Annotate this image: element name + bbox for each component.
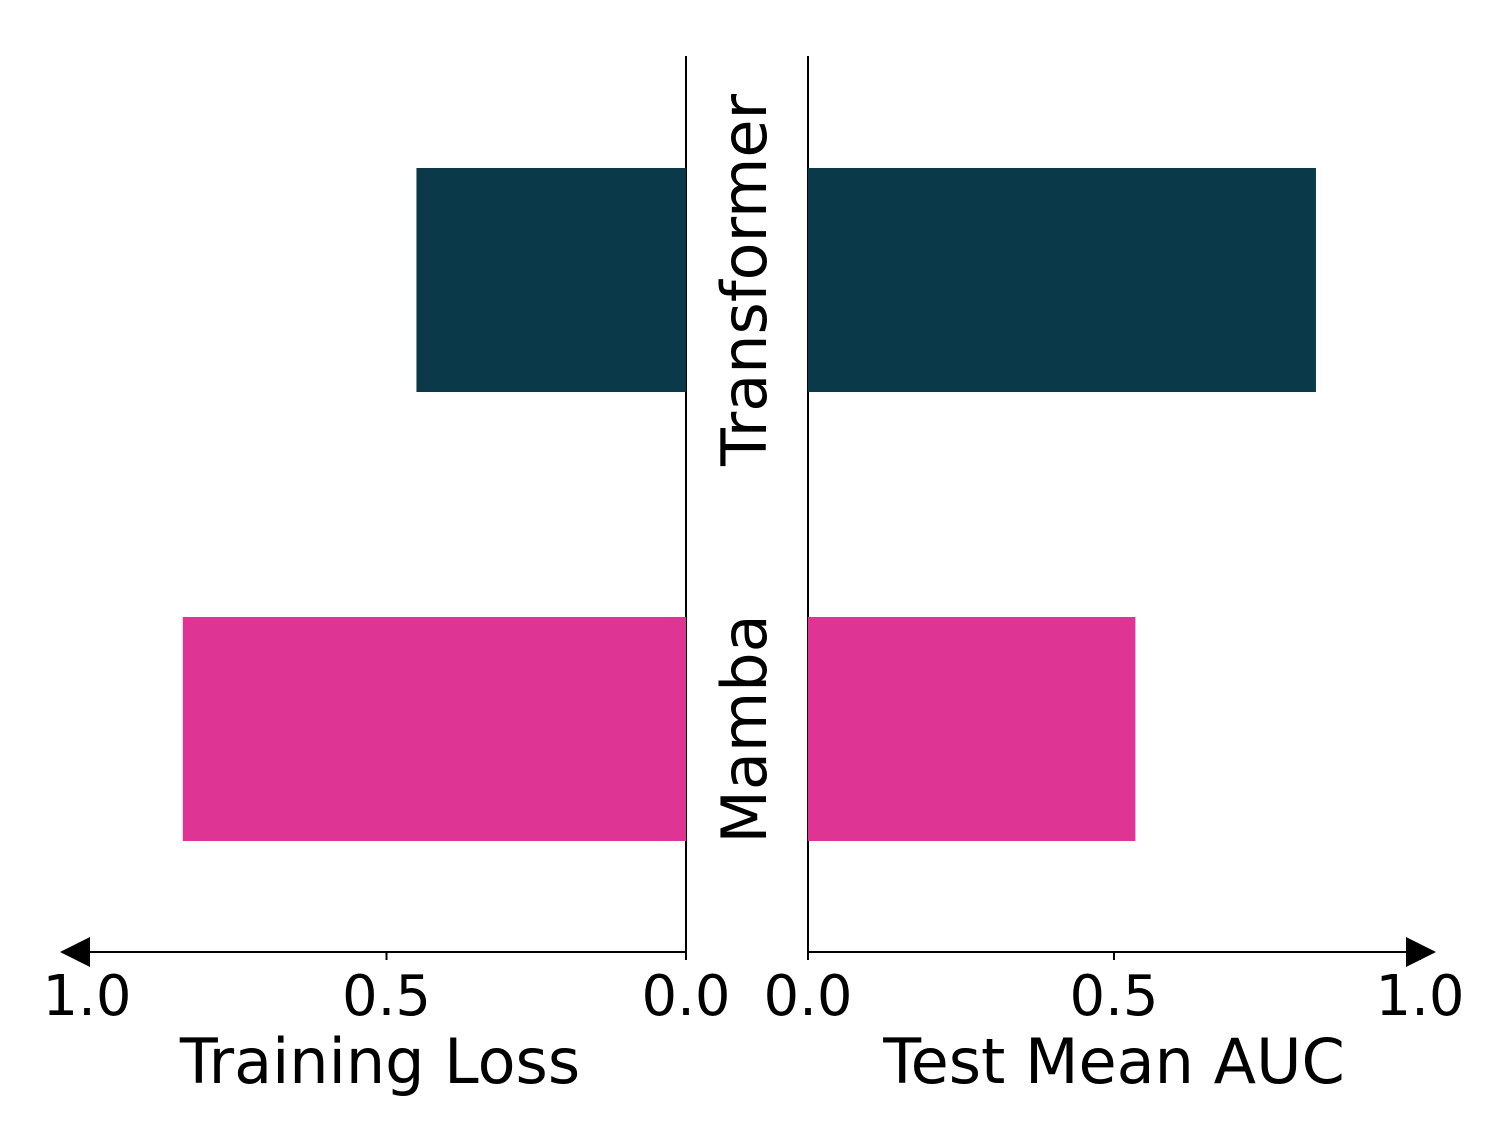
test-auc-bar-transformer: [808, 168, 1316, 392]
test-auc-tick-label: 0.0: [763, 964, 852, 1029]
category-label-mamba: Mamba: [708, 614, 781, 843]
training-loss-axis-title: Training Loss: [179, 1025, 580, 1098]
test-auc-tick-label: 0.5: [1069, 964, 1158, 1029]
test-auc-bar-mamba: [808, 617, 1136, 841]
training-loss-bar-mamba: [182, 617, 686, 841]
category-label-transformer: Transformer: [708, 93, 781, 467]
training-loss-axis-arrow: [60, 937, 90, 967]
test-auc-axis-title: Test Mean AUC: [882, 1025, 1345, 1098]
training-loss-tick-label: 0.0: [641, 964, 730, 1029]
training-loss-panel: 1.0 0.5 0.0: [42, 56, 731, 1029]
training-loss-tick-label: 0.5: [342, 964, 431, 1029]
test-auc-tick-label: 1.0: [1375, 964, 1464, 1029]
training-loss-bar-transformer: [416, 168, 686, 392]
training-loss-tick-label: 1.0: [42, 964, 131, 1029]
test-auc-panel: 0.0 0.5 1.0: [763, 56, 1465, 1029]
category-labels: Transformer Mamba: [708, 93, 781, 843]
